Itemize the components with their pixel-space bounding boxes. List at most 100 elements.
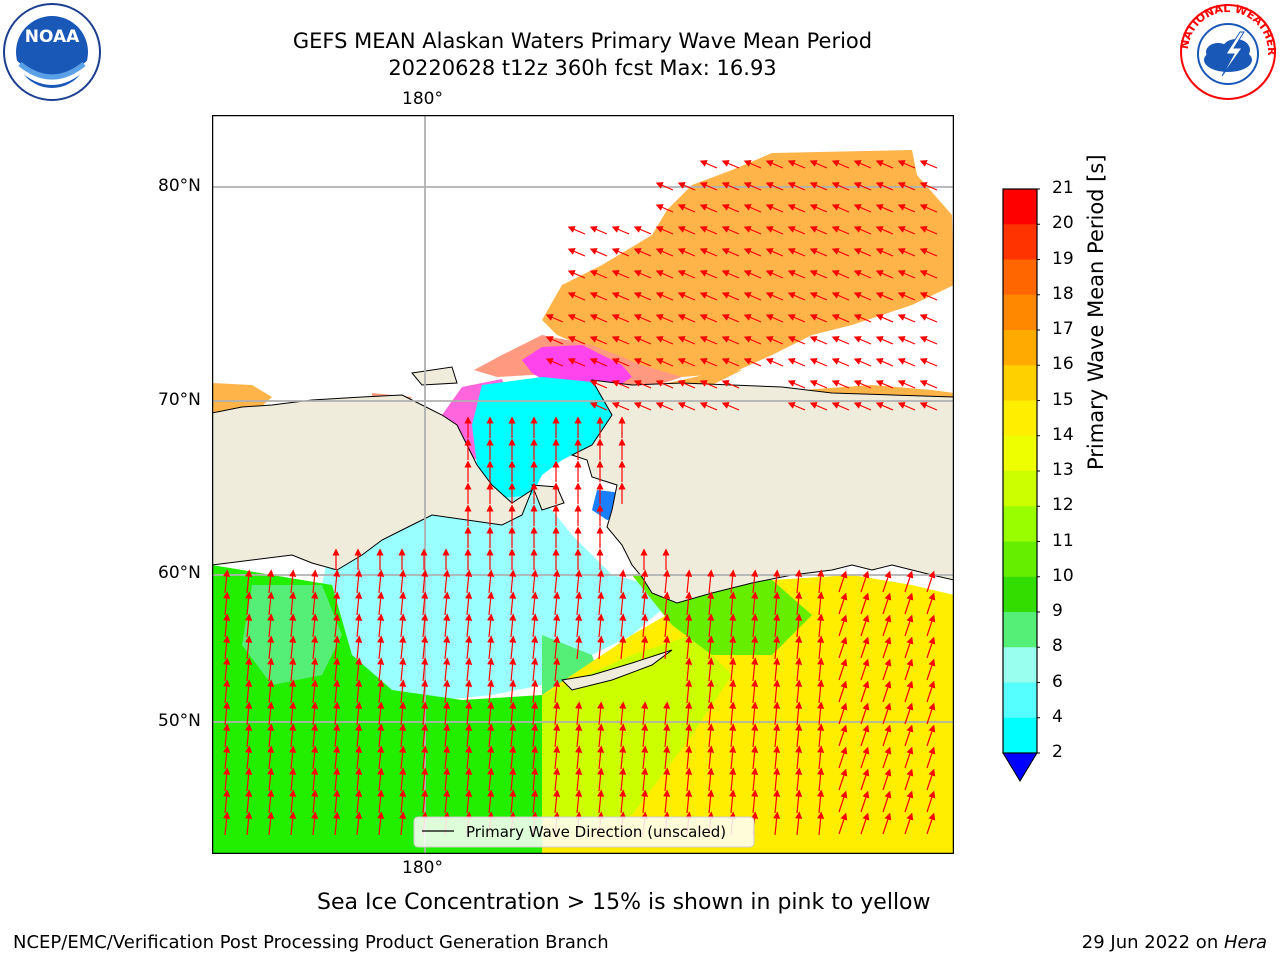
wave-direction-arrow <box>531 789 539 814</box>
wave-direction-arrow <box>677 248 696 257</box>
wave-direction-arrow <box>531 767 539 792</box>
wave-direction-arrow <box>531 701 539 726</box>
wave-direction-arrow <box>553 679 561 704</box>
wave-direction-arrow <box>926 680 936 703</box>
wave-period-map: Primary Wave Direction (unscaled) <box>212 115 954 854</box>
colorbar-extend-arrow <box>1002 752 1038 782</box>
wave-direction-arrow <box>245 613 253 638</box>
wave-direction-arrow <box>355 811 363 836</box>
wave-direction-arrow <box>465 789 473 814</box>
wave-direction-arrow <box>443 635 451 660</box>
wave-direction-arrow <box>751 657 759 682</box>
wave-direction-arrow <box>487 767 495 792</box>
wave-direction-arrow <box>355 701 363 726</box>
wave-direction-arrow <box>765 226 784 235</box>
wave-direction-arrow <box>487 723 495 748</box>
wave-direction-arrow <box>355 635 363 660</box>
wave-direction-arrow <box>377 723 385 748</box>
wave-direction-arrow <box>567 226 586 235</box>
wave-direction-arrow <box>809 270 828 279</box>
colorbar-segment <box>1003 435 1037 472</box>
noaa-logo-icon: NOAA <box>3 3 101 101</box>
wave-direction-arrow <box>926 768 936 791</box>
wave-direction-arrow <box>875 270 894 279</box>
wave-direction-arrow <box>531 679 539 704</box>
wave-direction-arrow <box>904 724 914 747</box>
wave-direction-arrow <box>509 591 517 616</box>
wave-direction-arrow <box>223 679 231 704</box>
wave-direction-arrow <box>838 658 848 681</box>
wave-direction-arrow <box>311 657 319 682</box>
wave-direction-arrow <box>795 701 803 726</box>
wave-direction-arrow <box>677 358 696 367</box>
wave-direction-arrow <box>817 635 825 660</box>
wave-direction-arrow <box>619 613 627 638</box>
wave-direction-arrow <box>267 723 275 748</box>
wave-direction-arrow <box>831 314 850 323</box>
wave-direction-arrow <box>765 182 784 191</box>
wave-direction-arrow <box>831 204 850 213</box>
sea-ice-note: Sea Ice Concentration > 15% is shown in … <box>317 890 931 915</box>
wave-direction-arrow <box>919 402 938 411</box>
wave-direction-arrow <box>787 402 806 411</box>
wave-direction-arrow <box>267 789 275 814</box>
wave-direction-arrow <box>377 569 385 594</box>
wave-direction-arrow <box>509 613 517 638</box>
wave-direction-arrow <box>765 358 784 367</box>
wave-direction-arrow <box>245 635 253 660</box>
wave-direction-arrow <box>611 358 630 367</box>
wave-direction-arrow <box>853 358 872 367</box>
wave-direction-arrow <box>743 314 762 323</box>
siberia-land <box>212 394 534 571</box>
wave-direction-arrow <box>267 635 275 660</box>
wave-direction-arrow <box>897 160 916 169</box>
wave-direction-arrow <box>333 569 341 594</box>
wave-direction-arrow <box>223 569 231 594</box>
wave-direction-arrow <box>575 723 583 748</box>
wave-direction-arrow <box>509 679 517 704</box>
wave-direction-arrow <box>773 745 781 770</box>
wave-direction-arrow <box>421 701 429 726</box>
footer-branch: NCEP/EMC/Verification Post Processing Pr… <box>13 932 609 953</box>
wave-direction-arrow <box>721 358 740 367</box>
colorbar-segment <box>1003 471 1037 507</box>
wave-direction-arrow <box>567 248 586 257</box>
wave-direction-arrow <box>751 591 759 616</box>
lon-label-bottom: 180° <box>402 858 443 878</box>
wave-direction-arrow <box>223 591 231 616</box>
wave-direction-arrow <box>875 292 894 301</box>
wave-direction-arrow <box>465 613 473 638</box>
wave-direction-arrow <box>575 789 583 814</box>
wave-direction-arrow <box>553 745 561 770</box>
wave-direction-arrow <box>289 745 297 770</box>
wave-direction-arrow <box>487 701 495 726</box>
colorbar-tick-label: 8 <box>1052 636 1063 657</box>
wave-direction-arrow <box>743 182 762 191</box>
wave-direction-arrow <box>655 270 674 279</box>
wave-direction-arrow <box>926 614 936 637</box>
wave-direction-arrow <box>743 336 762 345</box>
wave-direction-arrow <box>809 402 828 411</box>
wave-direction-arrow <box>751 767 759 792</box>
colorbar-tick-label: 2 <box>1052 742 1063 762</box>
wave-direction-arrow <box>399 569 407 594</box>
wave-direction-arrow <box>487 613 495 638</box>
wave-direction-arrow <box>355 591 363 616</box>
wave-direction-arrow <box>611 314 630 323</box>
wave-direction-arrow <box>882 812 892 835</box>
wave-direction-arrow <box>465 723 473 748</box>
wave-direction-arrow <box>729 789 737 814</box>
wave-direction-arrow <box>817 723 825 748</box>
wave-direction-arrow <box>831 270 850 279</box>
wave-direction-arrow <box>567 270 586 279</box>
wave-direction-arrow <box>729 679 737 704</box>
wave-direction-arrow <box>655 336 674 345</box>
wave-direction-arrow <box>399 745 407 770</box>
wave-direction-arrow <box>311 723 319 748</box>
wave-direction-arrow <box>465 635 473 660</box>
wave-direction-arrow <box>897 402 916 411</box>
wave-direction-arrow <box>267 569 275 594</box>
colorbar-segment <box>1003 612 1037 648</box>
wave-direction-arrow <box>641 767 649 792</box>
wave-direction-arrow <box>882 658 892 681</box>
